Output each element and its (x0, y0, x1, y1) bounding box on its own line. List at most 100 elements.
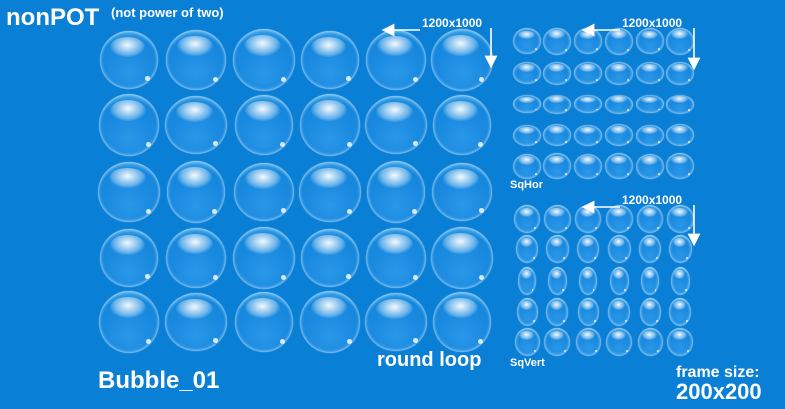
bubble-sqvert-frame (546, 298, 568, 326)
bubble-sqvert-frame (577, 298, 599, 326)
bubble-round-frame (235, 95, 293, 155)
bubble-sqvert-frame (670, 267, 690, 295)
bubble-round-frame (98, 162, 160, 222)
bubble-round-frame (233, 29, 295, 91)
bubble-sqvert-frame (669, 298, 691, 326)
bubble-sqvert-frame (545, 235, 569, 263)
bubble-sqvert-frame (605, 205, 633, 233)
sheet-sqhor-dims: 1200x1000 (622, 16, 683, 30)
bubble-sqvert-frame (668, 235, 692, 263)
bubble-sqhor-frame (513, 95, 541, 113)
subtitle: (not power of two) (111, 5, 224, 20)
bubble-round-frame (166, 228, 226, 288)
bubble-sqhor-frame (666, 153, 694, 179)
bubble-sqhor-frame (574, 95, 602, 113)
bubble-round-frame (167, 161, 225, 223)
bubble-round-frame (433, 95, 491, 155)
bubble-sqhor-frame (605, 27, 633, 55)
bubble-round-frame (366, 228, 426, 288)
bubble-sqvert-frame (641, 267, 659, 295)
bubble-sqhor-frame (513, 153, 541, 179)
bubble-sqhor-frame (666, 27, 694, 55)
bubble-round-frame (99, 291, 159, 353)
bubble-sqhor-frame (636, 124, 664, 146)
bubble-sqvert-frame (516, 298, 538, 326)
bubble-sqhor-frame (636, 95, 664, 113)
bubble-round-frame (233, 227, 295, 289)
bubble-round-frame (431, 227, 493, 289)
bubble-sqhor-frame (513, 28, 541, 54)
bubble-round-frame (234, 163, 294, 221)
bubble-sqhor-frame (513, 62, 541, 84)
bubble-sqvert-frame (666, 205, 694, 233)
bubble-sqvert-frame (518, 267, 536, 295)
loop-label: round loop (377, 349, 482, 371)
bubble-sqhor-frame (574, 124, 602, 146)
bubble-sqhor-frame (636, 153, 664, 179)
bubble-sqvert-frame (547, 267, 567, 295)
bubble-round-frame (365, 293, 427, 351)
sheet-sqvert-label: SqVert (510, 357, 545, 369)
bubble-sqvert-frame (608, 298, 630, 326)
bubble-sqvert-frame (637, 205, 663, 233)
bubble-round-frame (366, 30, 426, 90)
bubble-sqhor-frame (543, 124, 571, 146)
bubble-round-frame (100, 229, 158, 287)
title: nonPOT (6, 4, 100, 31)
bubble-sqhor-frame (513, 124, 541, 146)
bubble-sqhor-frame (605, 153, 633, 179)
bubble-sqhor-frame (636, 28, 664, 54)
bubble-round-frame (365, 96, 427, 154)
bubble-sqhor-frame (574, 153, 602, 179)
bubble-sqvert-frame (543, 205, 571, 233)
sheet-sqhor-label: SqHor (510, 179, 543, 191)
bubble-round-frame (165, 96, 227, 154)
bubble-sqhor-frame (636, 62, 664, 84)
bubble-round-frame (367, 161, 425, 223)
bubble-sqvert-frame (609, 267, 629, 295)
bubble-sqvert-frame (544, 328, 570, 356)
bubble-sqhor-frame (543, 61, 571, 85)
bubble-round-frame (301, 229, 359, 287)
bubble-sqvert-frame (637, 328, 663, 356)
bubble-sqvert-frame (577, 235, 599, 263)
bubble-sqvert-frame (639, 235, 661, 263)
bubble-sqhor-frame (543, 153, 571, 179)
bubble-sqhor-frame (543, 94, 571, 114)
bubble-round-frame (300, 291, 360, 353)
bubble-sqvert-frame (579, 267, 597, 295)
bubble-round-frame (100, 31, 158, 89)
bubble-sqvert-frame (607, 235, 631, 263)
bubble-round-frame (235, 292, 293, 352)
bubble-sqhor-frame (543, 27, 571, 55)
bubble-sqvert-frame (575, 328, 601, 356)
bubble-sqvert-frame (639, 298, 661, 326)
bubble-round-frame (301, 31, 359, 89)
bubble-sqvert-frame (516, 235, 538, 263)
frame-size-label: frame size: (676, 364, 760, 381)
bubble-sqvert-frame (606, 328, 632, 356)
bubble-round-frame (300, 94, 360, 156)
sheet-round-dims: 1200x1000 (422, 16, 483, 30)
bubble-round-frame (99, 94, 159, 156)
bubble-round-frame (165, 293, 227, 351)
bubble-sqhor-frame (605, 124, 633, 146)
bubble-sqhor-frame (666, 61, 694, 85)
bubble-sqvert-frame (514, 205, 540, 233)
bubble-sqvert-frame (514, 328, 540, 356)
bubble-sqhor-frame (605, 94, 633, 114)
frame-size-value: 200x200 (676, 379, 762, 404)
bubble-sqhor-frame (574, 62, 602, 84)
bubble-round-frame (166, 30, 226, 90)
bubble-round-frame (433, 292, 491, 352)
sprite-name: Bubble_01 (98, 367, 220, 394)
sheet-sqvert-dims: 1200x1000 (622, 193, 683, 207)
bubble-sqvert-frame (667, 328, 693, 356)
bubble-sqhor-frame (605, 61, 633, 85)
bubble-sqhor-frame (666, 94, 694, 114)
bubble-round-frame (431, 29, 493, 91)
bubble-round-frame (432, 163, 492, 221)
bubble-round-frame (299, 162, 361, 222)
bubble-sqhor-frame (666, 124, 694, 146)
